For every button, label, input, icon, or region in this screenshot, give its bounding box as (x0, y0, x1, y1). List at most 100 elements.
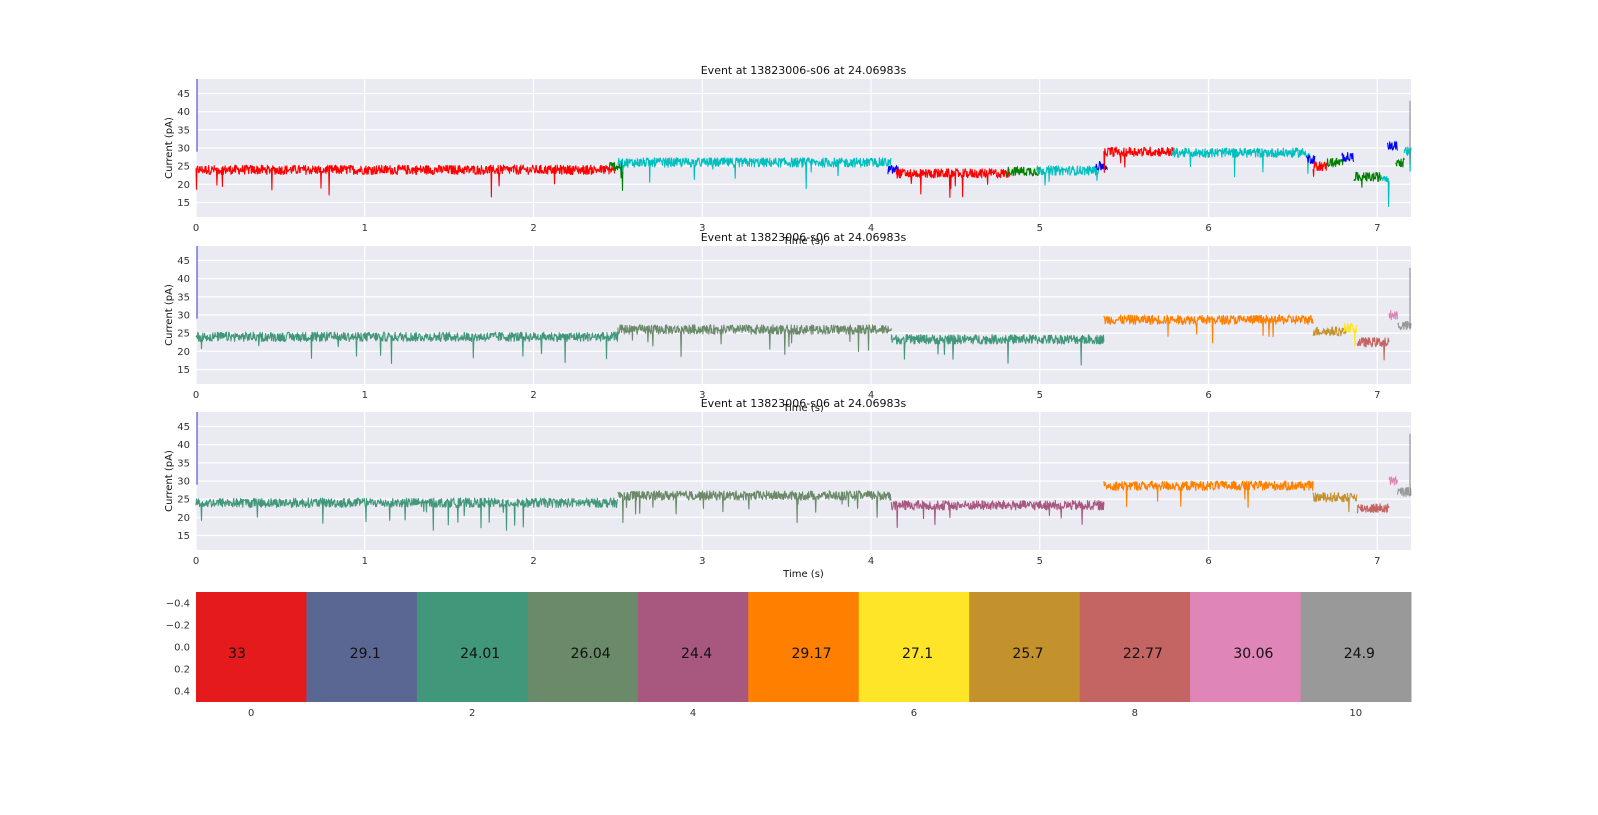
trace-segment (1388, 476, 1399, 486)
heatmap-cell-rect (1079, 592, 1191, 702)
trace-segment (1396, 486, 1412, 498)
heatmap-cell: 33 (196, 592, 307, 702)
plot-title: Event at 13823006-s06 at 24.06983s (701, 231, 907, 244)
x-tick-label: 6 (1205, 223, 1211, 234)
y-tick-label: 35 (177, 458, 190, 469)
y-tick-label: 15 (177, 531, 190, 542)
trace-segment (890, 500, 1105, 529)
x-tick-label: 5 (1037, 390, 1043, 401)
x-axis-label: Time (s) (782, 569, 824, 580)
x-tick-label: 5 (1037, 223, 1043, 234)
trace-segment (890, 334, 1105, 366)
heatmap-cell-rect (306, 592, 418, 702)
heatmap-cell-rect (748, 592, 860, 702)
x-tick-label: 6 (1205, 556, 1211, 567)
trace-segment (617, 157, 892, 190)
heatmap-cell-rect (858, 592, 970, 702)
heatmap-cell-label: 24.9 (1344, 646, 1375, 662)
heatmap-cell: 22.77 (1079, 592, 1191, 702)
y-tick-label: 35 (177, 125, 190, 136)
level-heatmap: 33 29.1 24.01 26.04 24.4 29.17 27.1 25.7 22.77 30… (166, 592, 1412, 719)
trace-segment (1170, 147, 1311, 178)
y-tick-label: 20 (177, 513, 190, 524)
y-tick-label: 45 (177, 256, 190, 267)
heatmap-cell: 24.01 (416, 592, 528, 702)
heatmap-y-tick-label: 0.0 (174, 643, 190, 654)
heatmap-cell: 25.7 (969, 592, 1081, 702)
x-tick-label: 7 (1374, 223, 1380, 234)
heatmap-y-tick-label: −0.4 (166, 599, 190, 610)
heatmap-x-tick-label: 10 (1349, 708, 1362, 719)
trace-segment (1395, 157, 1405, 168)
heatmap-cell-label: 25.7 (1012, 646, 1043, 662)
heatmap-x-tick-label: 4 (690, 708, 696, 719)
trace-segment (1388, 310, 1399, 321)
heatmap-cell: 29.17 (748, 592, 860, 702)
y-tick-label: 45 (177, 422, 190, 433)
x-tick-label: 2 (530, 390, 536, 401)
x-tick-label: 0 (193, 556, 199, 567)
x-axis-label: Time (s) (782, 236, 824, 247)
trace-segment (1312, 161, 1328, 177)
y-tick-label: 25 (177, 162, 190, 173)
heatmap-cell-rect (1300, 592, 1412, 702)
trace-segment (1356, 503, 1390, 514)
trace-segment (1353, 171, 1382, 188)
heatmap-cell: 24.9 (1300, 592, 1412, 702)
heatmap-y-tick-label: −0.2 (166, 621, 190, 632)
x-tick-label: 0 (193, 223, 199, 234)
x-tick-label: 6 (1205, 390, 1211, 401)
x-tick-label: 2 (530, 556, 536, 567)
y-tick-label: 20 (177, 347, 190, 358)
trace-segment (1103, 146, 1176, 174)
trace-segment (1397, 320, 1412, 331)
y-axis-label: Current (pA) (164, 450, 175, 512)
x-tick-label: 7 (1374, 556, 1380, 567)
trace-segment (1103, 314, 1314, 344)
trace-segment (608, 161, 624, 191)
plot-title: Event at 13823006-s06 at 24.06983s (701, 397, 907, 410)
trace-segment (895, 168, 1010, 198)
heatmap-cell-label: 22.77 (1123, 646, 1163, 662)
heatmap-cell-label: 29.17 (792, 646, 832, 662)
heatmap-y-tick-label: 0.4 (174, 687, 190, 698)
trace-segment (1312, 326, 1348, 337)
x-tick-label: 1 (362, 556, 368, 567)
trace-segment (1103, 480, 1314, 508)
trace-segment (1306, 154, 1316, 165)
heatmap-cell-rect (1190, 592, 1302, 702)
heatmap-cell-rect (527, 592, 639, 702)
y-tick-label: 45 (177, 89, 190, 100)
x-tick-label: 2 (530, 223, 536, 234)
heatmap-cell: 24.4 (637, 592, 749, 702)
heatmap-cell-rect (637, 592, 749, 702)
heatmap-cell-label: 29.1 (350, 646, 381, 662)
y-tick-label: 40 (177, 440, 190, 451)
heatmap-cell-label: 24.4 (681, 646, 712, 662)
trace-segment (617, 324, 892, 358)
heatmap-x-tick-label: 0 (248, 708, 254, 719)
trace-segment (1386, 141, 1399, 151)
x-tick-label: 4 (868, 223, 874, 234)
y-tick-label: 30 (177, 311, 190, 322)
y-axis-label: Current (pA) (164, 284, 175, 346)
heatmap-x-tick-label: 8 (1132, 708, 1138, 719)
y-tick-label: 30 (177, 477, 190, 488)
trace-segment (195, 331, 619, 365)
y-tick-label: 20 (177, 180, 190, 191)
heatmap-x-tick-label: 6 (911, 708, 917, 719)
y-tick-label: 40 (177, 107, 190, 118)
y-tick-label: 15 (177, 365, 190, 376)
y-tick-label: 30 (177, 144, 190, 155)
plot-title: Event at 13823006-s06 at 24.06983s (701, 64, 907, 77)
heatmap-cell: 27.1 (858, 592, 970, 702)
x-tick-label: 0 (193, 390, 199, 401)
trace-segment (887, 164, 901, 175)
trace-segment (195, 497, 619, 531)
heatmap-cell: 26.04 (527, 592, 639, 702)
trace-segment (1341, 151, 1355, 163)
heatmap-cell-rect (416, 592, 528, 702)
